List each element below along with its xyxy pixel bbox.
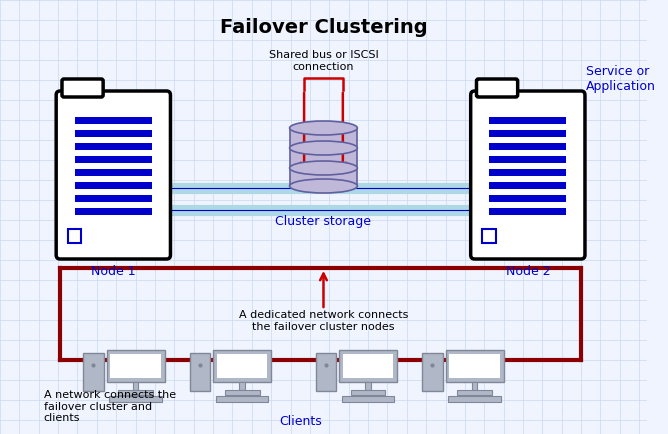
Bar bbox=[316, 353, 336, 391]
Bar bbox=[133, 382, 138, 390]
Bar bbox=[224, 390, 260, 395]
Bar bbox=[118, 390, 153, 395]
Text: Node 2: Node 2 bbox=[506, 265, 550, 278]
Bar bbox=[213, 350, 271, 382]
Text: Service or
Application: Service or Application bbox=[586, 65, 656, 93]
Bar bbox=[217, 354, 267, 378]
Bar bbox=[75, 169, 152, 176]
Bar bbox=[110, 354, 161, 378]
Bar bbox=[75, 182, 152, 189]
FancyBboxPatch shape bbox=[62, 79, 103, 97]
Ellipse shape bbox=[289, 161, 357, 175]
Bar bbox=[289, 168, 357, 186]
Bar bbox=[75, 143, 152, 150]
Bar bbox=[490, 182, 566, 189]
Bar bbox=[351, 390, 385, 395]
Ellipse shape bbox=[289, 121, 357, 135]
Bar bbox=[450, 354, 500, 378]
Bar bbox=[446, 350, 504, 382]
Bar bbox=[490, 169, 566, 176]
Bar bbox=[216, 396, 269, 402]
Bar bbox=[190, 353, 210, 391]
Bar bbox=[75, 208, 152, 215]
Bar bbox=[490, 143, 566, 150]
Bar bbox=[75, 195, 152, 202]
Bar bbox=[75, 130, 152, 137]
Bar bbox=[482, 229, 496, 243]
Bar bbox=[422, 353, 443, 391]
Bar bbox=[490, 208, 566, 215]
Bar bbox=[289, 128, 357, 146]
Text: A network connects the
failover cluster and
clients: A network connects the failover cluster … bbox=[43, 390, 176, 423]
Bar bbox=[457, 390, 492, 395]
Bar bbox=[448, 396, 501, 402]
Bar bbox=[339, 350, 397, 382]
Text: Shared bus or ISCSI
connection: Shared bus or ISCSI connection bbox=[269, 50, 378, 72]
Text: A dedicated network connects
the failover cluster nodes: A dedicated network connects the failove… bbox=[238, 310, 408, 332]
Text: Cluster storage: Cluster storage bbox=[275, 215, 371, 228]
Bar bbox=[365, 382, 371, 390]
Text: Failover Clustering: Failover Clustering bbox=[220, 18, 428, 37]
Bar bbox=[472, 382, 478, 390]
Bar bbox=[490, 156, 566, 163]
Bar bbox=[343, 354, 393, 378]
FancyBboxPatch shape bbox=[476, 79, 518, 97]
Bar bbox=[75, 156, 152, 163]
Bar bbox=[106, 350, 164, 382]
Text: Node 1: Node 1 bbox=[91, 265, 136, 278]
Text: Clients: Clients bbox=[279, 415, 321, 428]
Ellipse shape bbox=[289, 141, 357, 155]
Bar bbox=[239, 382, 245, 390]
Bar bbox=[289, 148, 357, 166]
Ellipse shape bbox=[289, 179, 357, 193]
Bar bbox=[342, 396, 394, 402]
Bar bbox=[75, 117, 152, 124]
FancyBboxPatch shape bbox=[56, 91, 170, 259]
FancyBboxPatch shape bbox=[471, 91, 585, 259]
Bar bbox=[490, 130, 566, 137]
Bar bbox=[84, 353, 104, 391]
Bar bbox=[67, 229, 81, 243]
Bar bbox=[490, 195, 566, 202]
Bar bbox=[490, 117, 566, 124]
Bar bbox=[110, 396, 162, 402]
